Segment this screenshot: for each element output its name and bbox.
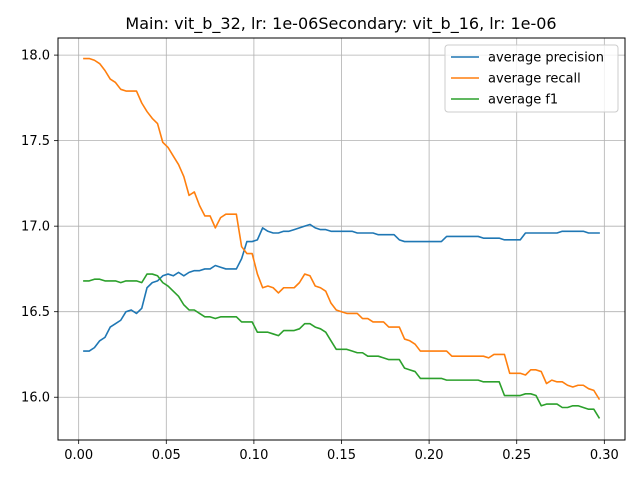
legend: average precision average recall average f…	[444, 44, 619, 113]
series-line-average-f1	[83, 273, 601, 419]
x-tick-label: 0.20	[415, 448, 444, 463]
x-tick-label: 0.30	[590, 448, 619, 463]
x-tick-label: 0.10	[239, 448, 268, 463]
x-tick-label: 0.15	[327, 448, 356, 463]
y-tick-label: 17.0	[21, 220, 50, 235]
x-tick-label: 0.05	[152, 448, 181, 463]
y-tick-label: 17.5	[21, 134, 50, 149]
legend-label-average-recall: average recall	[488, 72, 581, 87]
legend-box	[444, 44, 619, 113]
grid	[58, 38, 625, 440]
chart-title: Main: vit_b_32, lr: 1e-06Secondary: vit_…	[125, 14, 556, 34]
x-tick-label: 0.00	[64, 448, 93, 463]
legend-label-average-precision: average precision	[488, 51, 604, 66]
y-tick-label: 16.5	[21, 305, 50, 320]
y-tick-label: 16.0	[21, 391, 50, 406]
series-group	[83, 57, 601, 419]
y-tick-label: 18.0	[21, 49, 50, 64]
series-line-average-precision	[83, 223, 600, 352]
series-line-average-recall	[83, 57, 601, 401]
legend-label-average-f1: average f1	[488, 93, 558, 108]
x-tick-label: 0.25	[502, 448, 531, 463]
axis-ticks: 0.00 0.05 0.10 0.15 0.20 0.25 0.30 16.0 16.5 17.0…	[21, 49, 619, 463]
